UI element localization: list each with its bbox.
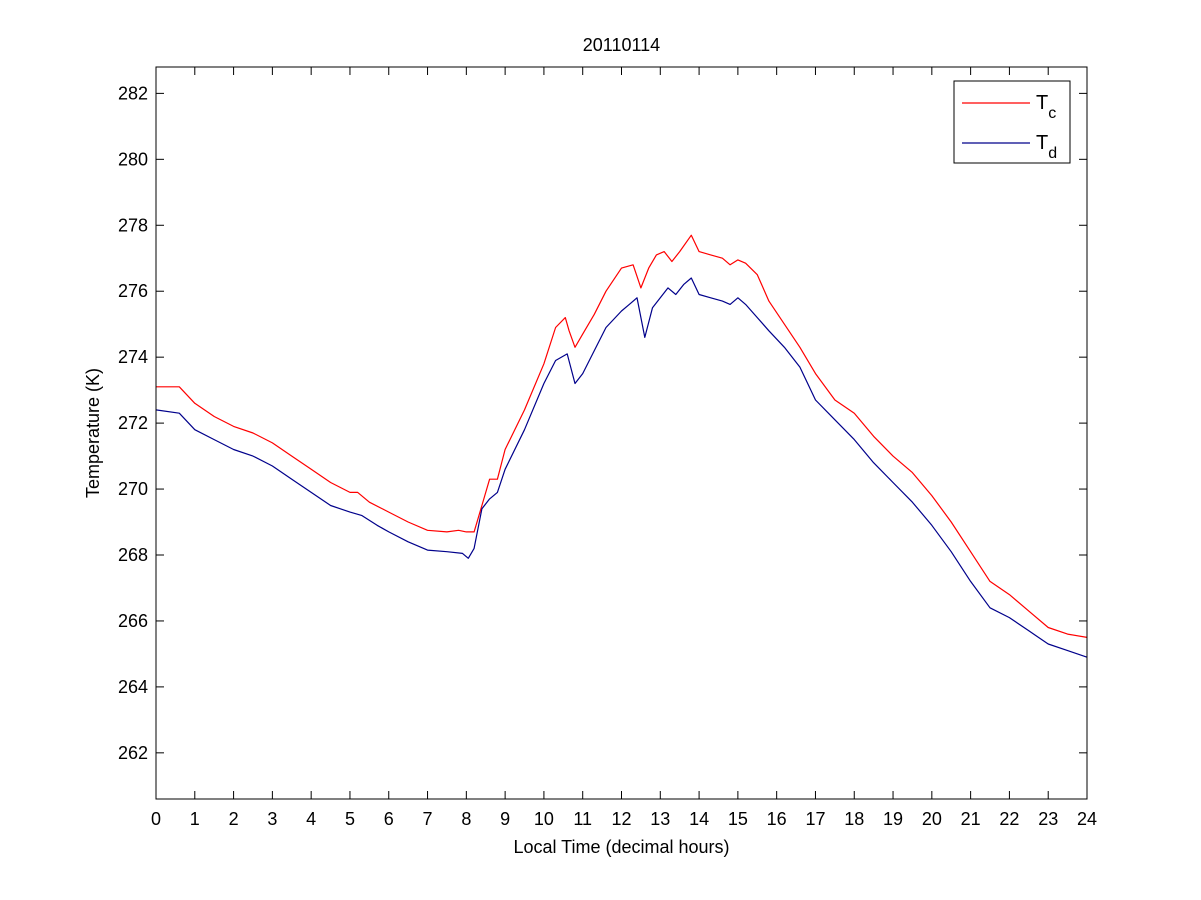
x-tick-label: 19 xyxy=(883,809,903,829)
y-tick-label: 274 xyxy=(118,347,148,367)
y-tick-label: 278 xyxy=(118,215,148,235)
x-tick-label: 15 xyxy=(728,809,748,829)
x-tick-label: 7 xyxy=(423,809,433,829)
x-tick-label: 0 xyxy=(151,809,161,829)
x-tick-label: 10 xyxy=(534,809,554,829)
y-tick-label: 272 xyxy=(118,413,148,433)
x-tick-label: 2 xyxy=(229,809,239,829)
x-tick-label: 3 xyxy=(267,809,277,829)
x-tick-label: 6 xyxy=(384,809,394,829)
x-tick-label: 22 xyxy=(999,809,1019,829)
y-tick-label: 282 xyxy=(118,83,148,103)
series-line-2 xyxy=(155,277,1088,658)
x-tick-label: 12 xyxy=(611,809,631,829)
x-tick-label: 20 xyxy=(922,809,942,829)
x-tick-label: 9 xyxy=(500,809,510,829)
x-tick-label: 21 xyxy=(961,809,981,829)
y-tick-label: 270 xyxy=(118,479,148,499)
x-tick-label: 18 xyxy=(844,809,864,829)
legend-label-subscript: d xyxy=(1048,145,1057,162)
legend-label-subscript: c xyxy=(1048,105,1056,122)
y-tick-label: 280 xyxy=(118,149,148,169)
legend-label-base: T xyxy=(1036,132,1048,154)
series-layer xyxy=(155,234,1088,658)
x-axis-label: Local Time (decimal hours) xyxy=(513,837,729,857)
y-tick-label: 268 xyxy=(118,545,148,565)
axes-box xyxy=(155,66,1088,800)
legend-label-base: T xyxy=(1036,92,1048,114)
x-tick-label: 14 xyxy=(689,809,709,829)
y-axis-label: Temperature (K) xyxy=(83,368,103,498)
y-tick-label: 276 xyxy=(118,281,148,301)
x-tick-label: 11 xyxy=(573,809,592,829)
x-tick-label: 8 xyxy=(461,809,471,829)
x-tick-label: 24 xyxy=(1077,809,1097,829)
legend-box xyxy=(953,80,1071,164)
x-tick-label: 13 xyxy=(650,809,670,829)
y-tick-label: 262 xyxy=(118,743,148,763)
x-tick-label: 23 xyxy=(1038,809,1058,829)
tick-layer: 0 1 2 3 4 5 6 7 8 9 10 11 12 13 14 15 16 17 18 19 20 21 22 23 24… xyxy=(118,67,1097,829)
x-tick-label: 1 xyxy=(190,809,200,829)
y-tick-label: 266 xyxy=(118,611,148,631)
chart-title: 20110114 xyxy=(583,35,660,55)
legend-label-1: Tc xyxy=(1036,92,1056,122)
x-tick-label: 4 xyxy=(306,809,316,829)
x-tick-label: 5 xyxy=(345,809,355,829)
y-tick-label: 264 xyxy=(118,677,148,697)
x-tick-label: 17 xyxy=(805,809,825,829)
legend-label-2: Td xyxy=(1036,132,1057,162)
series-line-1 xyxy=(156,234,1088,638)
plot-area xyxy=(156,67,1087,799)
x-tick-label: 16 xyxy=(767,809,787,829)
